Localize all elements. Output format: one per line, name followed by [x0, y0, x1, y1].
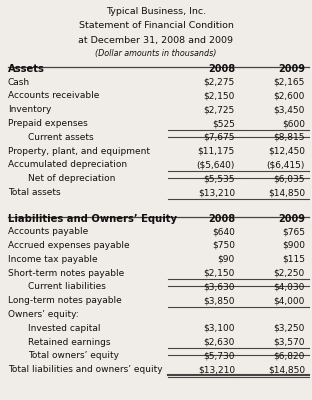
Text: 2008: 2008: [208, 64, 235, 74]
Text: Accounts payable: Accounts payable: [8, 227, 88, 236]
Text: $900: $900: [282, 241, 305, 250]
Text: $2,725: $2,725: [204, 105, 235, 114]
Text: Accumulated depreciation: Accumulated depreciation: [8, 160, 127, 170]
Text: 2009: 2009: [278, 64, 305, 74]
Text: Accrued expenses payable: Accrued expenses payable: [8, 241, 129, 250]
Text: Total owners’ equity: Total owners’ equity: [28, 351, 119, 360]
Text: Net of depreciation: Net of depreciation: [28, 174, 115, 183]
Text: Retained earnings: Retained earnings: [28, 338, 110, 346]
Text: $90: $90: [218, 255, 235, 264]
Text: $3,450: $3,450: [274, 105, 305, 114]
Text: Statement of Financial Condition: Statement of Financial Condition: [79, 22, 233, 30]
Text: $7,675: $7,675: [203, 133, 235, 142]
Text: Current liabilities: Current liabilities: [28, 282, 106, 291]
Text: $5,535: $5,535: [203, 174, 235, 183]
Text: Total liabilities and owners’ equity: Total liabilities and owners’ equity: [8, 365, 163, 374]
Text: $3,570: $3,570: [274, 338, 305, 346]
Text: $2,150: $2,150: [204, 92, 235, 100]
Text: (Dollar amounts in thousands): (Dollar amounts in thousands): [95, 49, 217, 58]
Text: $115: $115: [282, 255, 305, 264]
Text: $3,100: $3,100: [203, 324, 235, 333]
Text: $6,035: $6,035: [274, 174, 305, 183]
Text: $2,165: $2,165: [274, 78, 305, 87]
Text: $525: $525: [212, 119, 235, 128]
Text: Accounts receivable: Accounts receivable: [8, 92, 100, 100]
Text: $13,210: $13,210: [198, 188, 235, 197]
Text: Short-term notes payable: Short-term notes payable: [8, 268, 124, 278]
Text: $13,210: $13,210: [198, 365, 235, 374]
Text: Assets: Assets: [8, 64, 45, 74]
Text: $12,450: $12,450: [268, 147, 305, 156]
Text: Liabilities and Owners’ Equity: Liabilities and Owners’ Equity: [8, 214, 177, 224]
Text: $3,630: $3,630: [203, 282, 235, 291]
Text: $11,175: $11,175: [198, 147, 235, 156]
Text: $6,820: $6,820: [274, 351, 305, 360]
Text: $2,150: $2,150: [204, 268, 235, 278]
Text: $2,250: $2,250: [274, 268, 305, 278]
Text: ($5,640): ($5,640): [197, 160, 235, 170]
Text: $750: $750: [212, 241, 235, 250]
Text: $2,275: $2,275: [204, 78, 235, 87]
Text: $2,600: $2,600: [274, 92, 305, 100]
Text: ($6,415): ($6,415): [267, 160, 305, 170]
Text: $4,030: $4,030: [274, 282, 305, 291]
Text: 2009: 2009: [278, 214, 305, 224]
Text: $14,850: $14,850: [268, 188, 305, 197]
Text: Inventory: Inventory: [8, 105, 51, 114]
Text: Long-term notes payable: Long-term notes payable: [8, 296, 122, 305]
Text: Total assets: Total assets: [8, 188, 61, 197]
Text: $4,000: $4,000: [274, 296, 305, 305]
Text: at December 31, 2008 and 2009: at December 31, 2008 and 2009: [79, 36, 233, 45]
Text: 2008: 2008: [208, 214, 235, 224]
Text: Property, plant, and equipment: Property, plant, and equipment: [8, 147, 150, 156]
Text: $640: $640: [212, 227, 235, 236]
Text: $600: $600: [282, 119, 305, 128]
Text: $3,250: $3,250: [274, 324, 305, 333]
Text: Owners’ equity:: Owners’ equity:: [8, 310, 79, 319]
Text: $14,850: $14,850: [268, 365, 305, 374]
Text: Income tax payable: Income tax payable: [8, 255, 98, 264]
Text: $765: $765: [282, 227, 305, 236]
Text: Invested capital: Invested capital: [28, 324, 100, 333]
Text: Typical Business, Inc.: Typical Business, Inc.: [106, 7, 206, 16]
Text: Current assets: Current assets: [28, 133, 94, 142]
Text: $2,630: $2,630: [204, 338, 235, 346]
Text: $5,730: $5,730: [203, 351, 235, 360]
Text: Cash: Cash: [8, 78, 30, 87]
Text: $3,850: $3,850: [203, 296, 235, 305]
Text: Prepaid expenses: Prepaid expenses: [8, 119, 88, 128]
Text: $8,815: $8,815: [274, 133, 305, 142]
